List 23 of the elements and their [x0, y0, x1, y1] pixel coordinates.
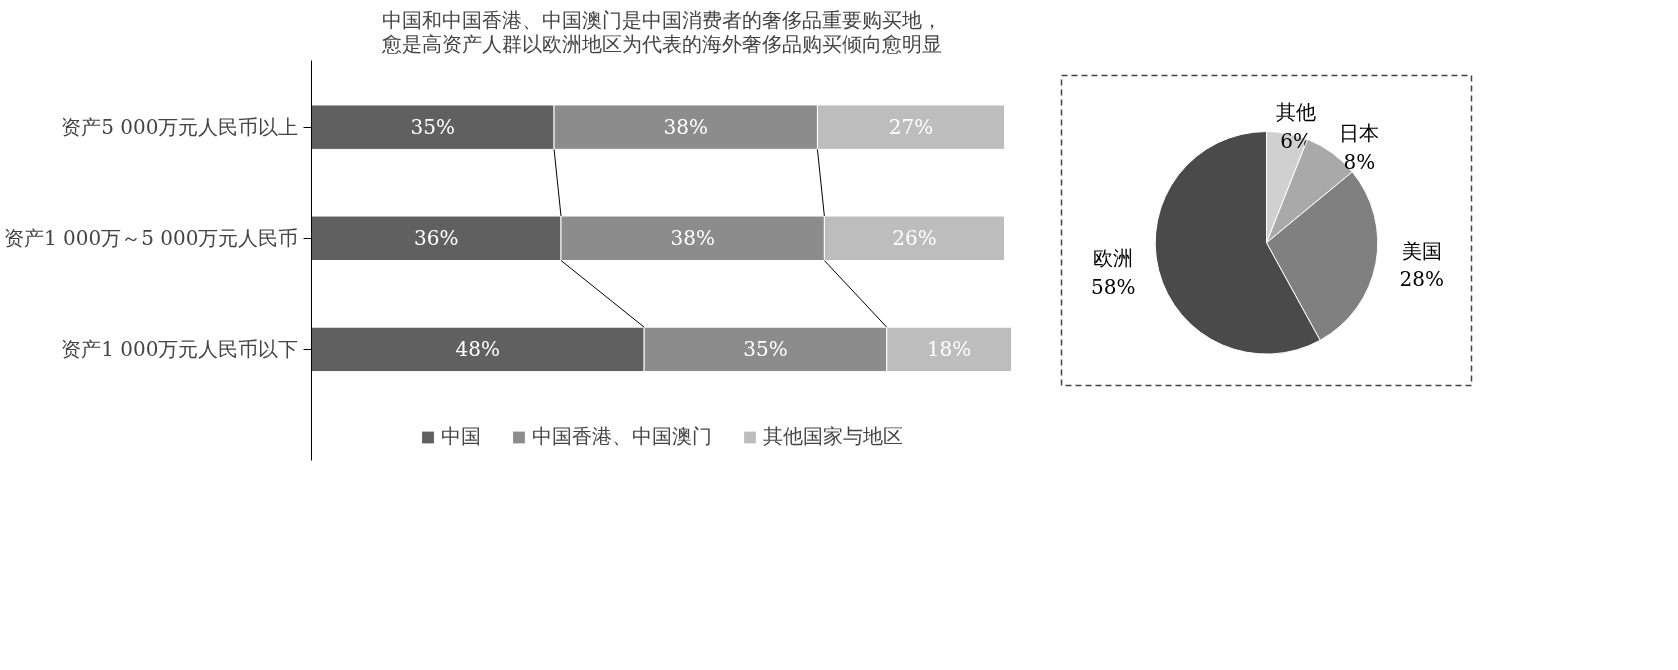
slice-label: 美国: [1401, 238, 1442, 263]
legend-label: 中国香港、中国澳门: [531, 423, 712, 450]
legend-label: 其他国家与地区: [762, 423, 903, 450]
data-label: 35%: [743, 337, 788, 362]
data-label: 28%: [1399, 267, 1445, 292]
slice-label: 欧洲: [1093, 245, 1134, 270]
data-label: 26%: [892, 226, 937, 251]
y-tick-label: 资产1 000万～5 000万元人民币: [3, 226, 299, 251]
data-label: 8%: [1343, 149, 1376, 174]
data-label: 36%: [414, 226, 459, 251]
y-tick-label: 资产5 000万元人民币以上: [61, 115, 299, 140]
data-label: 48%: [455, 337, 501, 362]
data-label: 38%: [663, 115, 708, 140]
data-label: 27%: [888, 115, 934, 140]
data-label: 18%: [926, 337, 972, 362]
data-label: 58%: [1091, 274, 1136, 299]
data-label: 35%: [410, 115, 456, 140]
chart-title: 中国和中国香港、中国澳门是中国消费者的奢侈品重要购买地，愈是高资产人群以欧洲地区为代表的海外奢侈品购买倾向愈明显: [380, 7, 942, 56]
data-label: 38%: [670, 226, 715, 251]
y-tick-label: 资产1 000万元人民币以下: [61, 337, 299, 362]
legend-label: 中国: [440, 423, 481, 450]
slice-label: 日本: [1339, 120, 1380, 145]
slice-label: 其他: [1276, 100, 1317, 125]
